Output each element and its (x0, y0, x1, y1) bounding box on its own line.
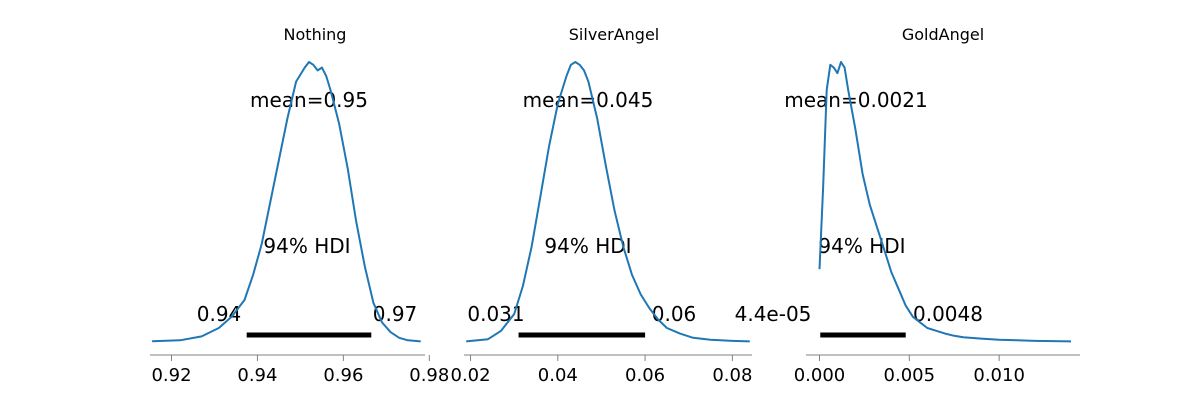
x-tick-label-silverangel-2: 0.06 (625, 365, 665, 386)
x-tick-label-goldangel-0: 0.000 (794, 365, 846, 386)
x-tick-label-goldangel-1: 0.005 (884, 365, 936, 386)
x-ticks-goldangel: 0.000 0.005 0.010 (794, 355, 1025, 386)
hdi-low-label-goldangel: 4.4e-05 (735, 302, 812, 326)
hdi-high-label-goldangel: 0.0048 (913, 302, 983, 326)
hdi-label-silverangel: 94% HDI (544, 234, 631, 258)
x-ticks-nothing: 0.92 0.94 0.96 0.98 (151, 355, 449, 386)
x-tick-label-nothing-0: 0.92 (151, 365, 191, 386)
x-tick-label-nothing-2: 0.96 (323, 365, 363, 386)
mean-label-nothing: mean=0.95 (250, 88, 368, 112)
density-curve-silverangel (466, 61, 750, 343)
density-curve-goldangel (818, 61, 1072, 343)
hdi-high-label-nothing: 0.97 (373, 302, 418, 326)
x-tick-label-silverangel-1: 0.04 (538, 365, 578, 386)
panel-silverangel: SilverAngel mean=0.045 94% HDI 0.031 0.0… (451, 25, 753, 386)
hdi-label-nothing: 94% HDI (263, 234, 350, 258)
x-tick-label-silverangel-3: 0.08 (712, 365, 752, 386)
density-curve-nothing (152, 61, 421, 343)
panel-nothing: Nothing mean=0.95 94% HDI 0.94 0.97 0.92… (150, 25, 449, 386)
mean-label-goldangel: mean=0.0021 (784, 88, 927, 112)
x-tick-label-silverangel-0: 0.02 (451, 365, 491, 386)
x-tick-label-goldangel-2: 0.010 (973, 365, 1025, 386)
mean-label-silverangel: mean=0.045 (523, 88, 654, 112)
x-tick-label-nothing-1: 0.94 (237, 365, 277, 386)
x-tick-label-nothing-3: 0.98 (409, 365, 449, 386)
hdi-high-label-silverangel: 0.06 (652, 302, 697, 326)
panel-goldangel: GoldAngel mean=0.0021 94% HDI 4.4e-05 0.… (735, 25, 1080, 386)
hdi-label-goldangel: 94% HDI (818, 234, 905, 258)
x-ticks-silverangel: 0.02 0.04 0.06 0.08 (451, 355, 752, 386)
panel-title-silverangel: SilverAngel (569, 25, 659, 44)
panel-title-nothing: Nothing (284, 25, 347, 44)
panel-title-goldangel: GoldAngel (902, 25, 984, 44)
